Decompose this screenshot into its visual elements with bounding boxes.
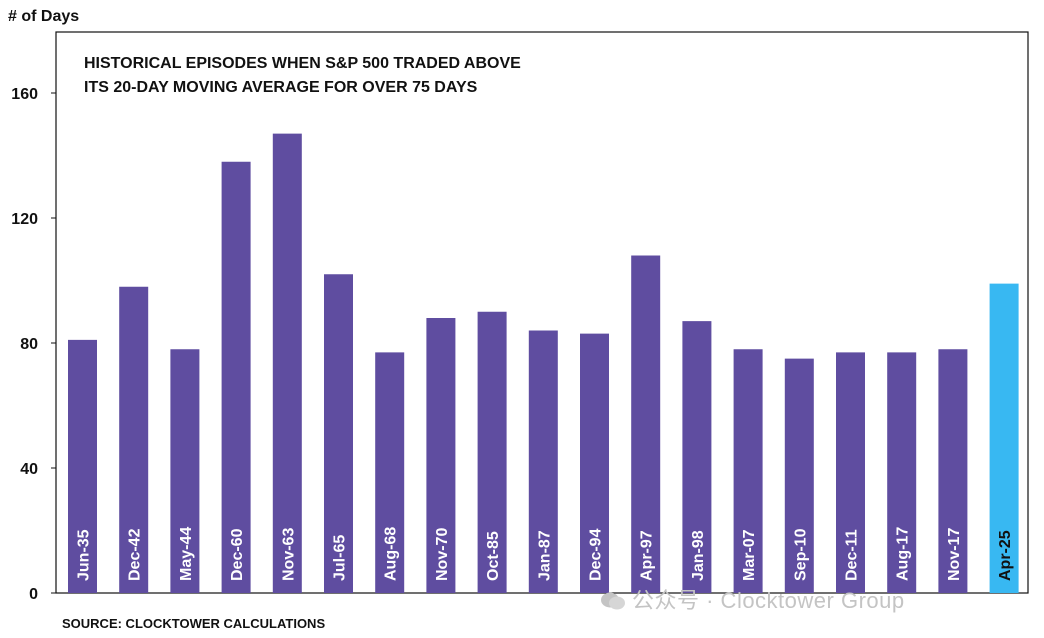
bar-nov-63 [272, 133, 302, 593]
wechat-icon [601, 592, 625, 610]
y-axis: 0 40 80 120 160 [11, 86, 56, 603]
chart-title-line-2: ITS 20-DAY MOVING AVERAGE FOR OVER 75 DA… [84, 79, 478, 96]
x-tick-label-aug-17: Aug-17 [895, 527, 912, 581]
x-tick-label-may-44: May-44 [178, 527, 195, 581]
watermark-text: 公众号 · Clocktower Group [632, 588, 905, 613]
chart-title-line-1: HISTORICAL EPISODES WHEN S&P 500 TRADED … [84, 55, 521, 72]
bar-sep-10 [784, 358, 814, 593]
bar-nov-17 [938, 349, 968, 593]
y-tick-label: 160 [11, 86, 38, 103]
bars [68, 133, 1019, 593]
bar-dec-42 [119, 286, 149, 593]
bar-nov-70 [426, 318, 456, 593]
bar-dec-11 [836, 352, 865, 593]
source-note: SOURCE: CLOCKTOWER CALCULATIONS [62, 616, 326, 631]
bar-apr-97 [631, 255, 661, 593]
x-tick-label-oct-85: Oct-85 [485, 531, 502, 581]
chart-title: HISTORICAL EPISODES WHEN S&P 500 TRADED … [84, 52, 604, 100]
bar-jan-98 [682, 321, 712, 593]
x-tick-label-nov-70: Nov-70 [434, 528, 451, 581]
x-tick-label-dec-60: Dec-60 [229, 528, 246, 581]
bar-jan-87 [528, 330, 558, 593]
x-tick-label-apr-97: Apr-97 [639, 530, 656, 581]
x-axis-labels: Jun-35 Dec-42 May-44 Dec-60 Nov-63 Jul-65 Aug-… [76, 527, 1015, 581]
bar-aug-17 [887, 352, 917, 593]
x-tick-label-dec-11: Dec-11 [844, 529, 861, 581]
x-tick-label-dec-42: Dec-42 [127, 528, 144, 581]
bar-dec-94 [580, 333, 609, 593]
bar-apr-25 [989, 283, 1019, 593]
bar-dec-60 [221, 161, 251, 593]
x-tick-label-apr-25: Apr-25 [997, 530, 1014, 581]
bar-oct-85 [477, 311, 507, 593]
y-tick-label: 120 [11, 211, 38, 228]
bar-may-44 [170, 349, 200, 593]
x-tick-label-nov-17: Nov-17 [946, 528, 963, 581]
bar-jul-65 [324, 274, 353, 593]
x-tick-label-aug-68: Aug-68 [383, 527, 400, 581]
x-tick-label-mar-07: Mar-07 [741, 529, 758, 581]
x-tick-label-jan-87: Jan-87 [536, 530, 553, 581]
x-tick-label-sep-10: Sep-10 [792, 528, 809, 581]
x-tick-label-nov-63: Nov-63 [280, 528, 297, 581]
y-tick-label: 0 [29, 586, 38, 603]
y-tick-label: 80 [20, 336, 38, 353]
bar-jun-35 [68, 339, 97, 593]
x-tick-label-jul-65: Jul-65 [332, 535, 349, 581]
bar-mar-07 [733, 349, 763, 593]
x-tick-label-jan-98: Jan-98 [690, 530, 707, 581]
x-tick-label-jun-35: Jun-35 [76, 529, 93, 581]
y-axis-title: # of Days [8, 8, 80, 25]
x-tick-label-dec-94: Dec-94 [588, 528, 605, 581]
watermark: 公众号 · Clocktower Group [600, 583, 905, 615]
bar-aug-68 [375, 352, 405, 593]
y-tick-label: 40 [20, 461, 38, 478]
